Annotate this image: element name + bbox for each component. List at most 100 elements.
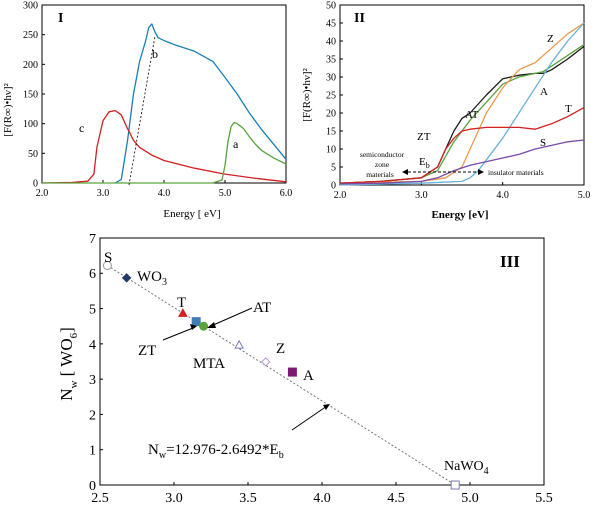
panel-I-xtick-label: 5.0 [219, 188, 232, 199]
panel-III-point-T [178, 308, 188, 317]
panel-III-point-A [287, 367, 297, 377]
panel-II-series [339, 22, 585, 186]
panel-II-xtick-label: 4.0 [496, 190, 509, 201]
panel-III-ytick-label: 0 [89, 479, 96, 494]
panel-III-point-WO3 [121, 273, 132, 283]
panel-III-xtick-label: 5.0 [461, 491, 479, 506]
panel-II-semiconductor-1: semiconductor [360, 150, 405, 159]
panel-II-annot-A: A [540, 86, 548, 98]
panel-III-point-MTA [234, 339, 244, 349]
panel-III-point-Z [261, 357, 271, 367]
panel-I-series [41, 23, 287, 184]
panel-I-series-a [42, 121, 287, 184]
panel-III-label-MTA: MTA [193, 356, 225, 372]
panel-II-annot-S: S [540, 137, 546, 149]
panel-I-xlabel: Energy [ eV] [163, 208, 220, 220]
panel-II-annot-AT: AT [465, 109, 479, 121]
panel-II-label: II [354, 11, 365, 26]
panel-III-label-AT: AT [253, 300, 271, 316]
panel-I-xtick-label: 4.0 [158, 188, 171, 199]
panel-III-xtick-label: 4.5 [387, 491, 405, 506]
panel-III-ytick-label: 1 [89, 444, 96, 459]
panel-III-arrowhead-AT [207, 322, 216, 328]
panel-II-ytick-label: 35 [326, 55, 336, 66]
panel-II-ytick-label: 10 [326, 145, 336, 156]
panel-I-xtick-label: 3.0 [97, 188, 110, 199]
panel-I-ylabel: [F(R∞)•hν]² [2, 83, 14, 137]
panel-II-xtick-label: 2.0 [334, 190, 347, 201]
panel-III-arrow-eq [291, 405, 328, 431]
panel-III-ticks: 2.5 3.0 3.5 4.0 4.5 5.0 5.5 0 1 2 3 4 5 6 7 [89, 232, 553, 506]
panel-II-series-Z [339, 22, 585, 184]
panel-I-ytick-label: 250 [23, 30, 38, 41]
panel-III-ytick-label: 4 [89, 338, 96, 353]
panel-III-label-NaWO4: NaWO4 [444, 459, 489, 477]
panel-II-ytick-label: 20 [326, 109, 336, 120]
panel-I-series-c [41, 109, 287, 184]
panel-III-xtick-label: 4.0 [313, 491, 331, 506]
panel-I-annot-a: a [233, 137, 239, 151]
panel-III-point-AT [199, 321, 209, 331]
panel-II-ytick-label: 45 [326, 19, 336, 30]
panel-II-series-T [339, 107, 585, 184]
panel-II-semiconductor-3: materials [366, 170, 394, 179]
panel-I-ytick-label: 150 [23, 90, 38, 101]
panel-III-arrow-AT [210, 307, 253, 327]
panel-I-label: I [58, 11, 63, 26]
panel-III-ytick-label: 3 [89, 373, 96, 388]
panel-II-ytick-label: 15 [326, 127, 336, 138]
panel-III-equation: Nw=12.976-2.6492*Eb [148, 442, 284, 461]
panel-I-ticks: 2.0 3.0 4.0 5.0 6.0 0 50 100 150 200 250 300 [23, 1, 292, 200]
panel-III-points [102, 261, 460, 490]
panel-I-tangent-b [128, 35, 156, 186]
panel-III-ylabel: Nw [ WO6] [57, 327, 80, 401]
panel-III-label-T: T [177, 295, 186, 311]
panel-II-eb-label: Eb [419, 156, 430, 170]
panel-II-xtick-label: 3.0 [415, 190, 428, 201]
panel-II-ytick-label: 50 [326, 1, 336, 12]
panel-I-xtick-label: 6.0 [280, 188, 293, 199]
panel-III-xtick-label: 2.5 [91, 491, 109, 506]
panel-II-series-A [339, 22, 585, 186]
panel-III-xtick-label: 5.5 [535, 491, 553, 506]
panel-III-point-NaWO4 [450, 480, 460, 490]
panel-III-label-S: S [104, 250, 112, 266]
panel-III-label-Z: Z [276, 341, 285, 357]
panel-II-ytick-label: 5 [331, 163, 336, 174]
panel-II-insulator: insulator materials [488, 168, 544, 177]
panel-III-xtick-label: 3.0 [165, 491, 183, 506]
panel-II-ytick-label: 40 [326, 37, 336, 48]
panel-II-ytick-label: 30 [326, 73, 336, 84]
panel-I-frame [41, 4, 287, 184]
panel-III-point-ZT [191, 317, 201, 327]
panel-II-ticks: 2.0 3.0 4.0 5.0 0 5 10 15 20 25 30 35 40 45 50 [326, 1, 590, 202]
panel-II-ytick-label: 25 [326, 91, 336, 102]
panel-III-label: III [500, 252, 520, 271]
panel-I-ytick-label: 0 [33, 179, 38, 190]
panel-II-eb-arrowhead-left [402, 169, 408, 175]
panel-II-semiconductor-2: zone [375, 160, 390, 169]
panel-I-ytick-label: 50 [28, 149, 38, 160]
panel-III-label-A: A [303, 368, 314, 384]
panel-III-arrow-ZT [162, 327, 194, 341]
panel-III-arrowhead-eq [323, 404, 330, 410]
panel-I-series-b [114, 23, 287, 184]
panel-III-point-S [102, 261, 112, 271]
panel-II-ytick-label: 0 [331, 181, 336, 192]
panel-II-annot-Z: Z [547, 33, 554, 45]
panel-III-ytick-label: 2 [89, 408, 96, 423]
panel-II-series-S [339, 139, 585, 185]
panel-III-ytick-label: 7 [89, 232, 96, 247]
panel-II-annot-T: T [565, 103, 572, 115]
panel-II-xtick-label: 5.0 [578, 190, 591, 201]
panel-III-ytick-label: 5 [89, 302, 96, 317]
panel-II-xlabel: Energy [eV] [431, 209, 488, 221]
panel-II-annot-ZT: ZT [417, 131, 431, 143]
panel-I-annot-b: b [152, 47, 158, 61]
panel-III-fit-line [107, 265, 456, 486]
panel-I-xtick-label: 2.0 [36, 188, 49, 199]
